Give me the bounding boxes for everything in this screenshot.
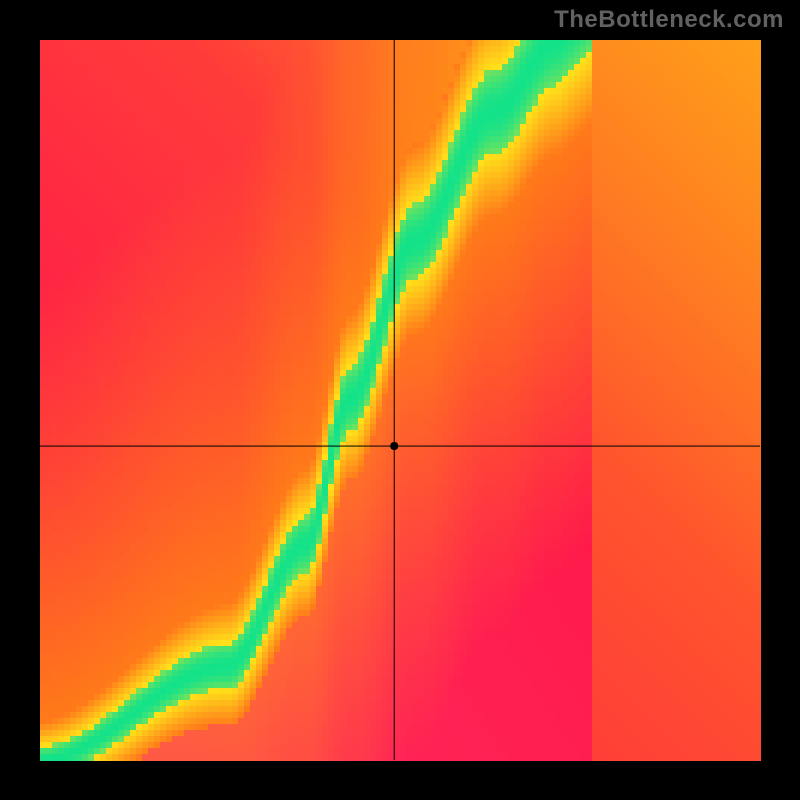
bottleneck-heatmap [0, 0, 800, 800]
watermark-text: TheBottleneck.com [554, 6, 784, 34]
chart-container: TheBottleneck.com [0, 0, 800, 800]
